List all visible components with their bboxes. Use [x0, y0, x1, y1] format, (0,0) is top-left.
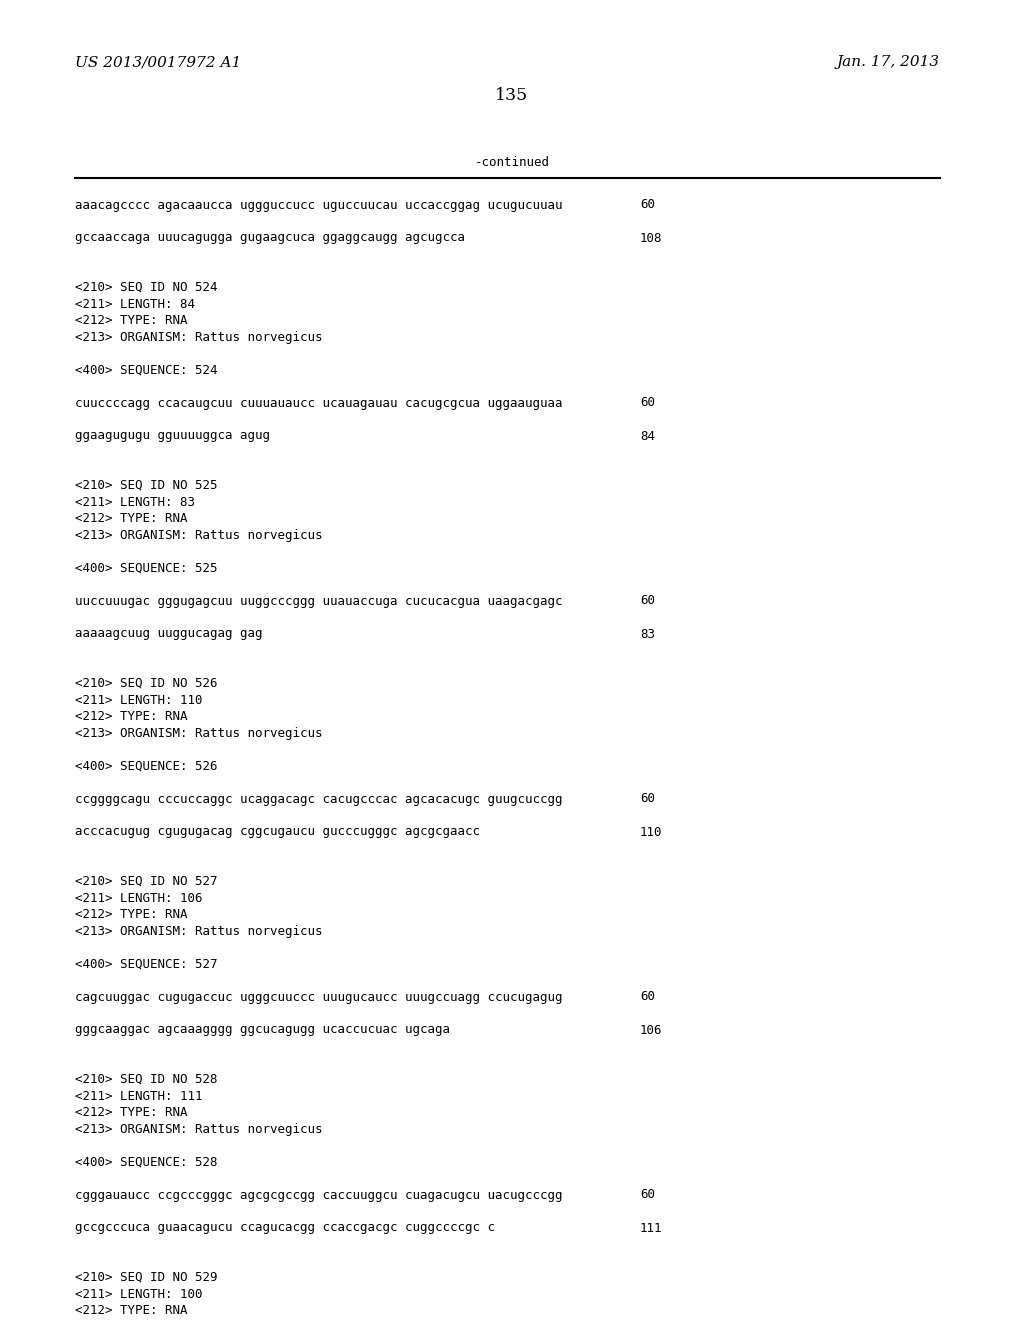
Text: cuuccccagg ccacaugcuu cuuuauaucc ucauagauau cacugcgcua uggaauguaa: cuuccccagg ccacaugcuu cuuuauaucc ucauaga…: [75, 396, 562, 409]
Text: <400> SEQUENCE: 527: <400> SEQUENCE: 527: [75, 957, 217, 970]
Text: gccgcccuca guaacagucu ccagucacgg ccaccgacgc cuggccccgc c: gccgcccuca guaacagucu ccagucacgg ccaccga…: [75, 1221, 495, 1234]
Text: 135: 135: [496, 87, 528, 103]
Text: <212> TYPE: RNA: <212> TYPE: RNA: [75, 512, 187, 525]
Text: <212> TYPE: RNA: <212> TYPE: RNA: [75, 1106, 187, 1119]
Text: 108: 108: [640, 231, 663, 244]
Text: aaaaagcuug uuggucagag gag: aaaaagcuug uuggucagag gag: [75, 627, 262, 640]
Text: <211> LENGTH: 106: <211> LENGTH: 106: [75, 891, 203, 904]
Text: 60: 60: [640, 198, 655, 211]
Text: gggcaaggac agcaaagggg ggcucagugg ucaccucuac ugcaga: gggcaaggac agcaaagggg ggcucagugg ucaccuc…: [75, 1023, 450, 1036]
Text: <400> SEQUENCE: 526: <400> SEQUENCE: 526: [75, 759, 217, 772]
Text: 60: 60: [640, 594, 655, 607]
Text: Jan. 17, 2013: Jan. 17, 2013: [837, 55, 940, 69]
Text: <210> SEQ ID NO 528: <210> SEQ ID NO 528: [75, 1073, 217, 1086]
Text: 60: 60: [640, 396, 655, 409]
Text: <210> SEQ ID NO 524: <210> SEQ ID NO 524: [75, 281, 217, 294]
Text: cagcuuggac cugugaccuc ugggcuuccc uuugucaucc uuugccuagg ccucugagug: cagcuuggac cugugaccuc ugggcuuccc uuuguca…: [75, 990, 562, 1003]
Text: <213> ORGANISM: Rattus norvegicus: <213> ORGANISM: Rattus norvegicus: [75, 330, 323, 343]
Text: 84: 84: [640, 429, 655, 442]
Text: <213> ORGANISM: Rattus norvegicus: <213> ORGANISM: Rattus norvegicus: [75, 1122, 323, 1135]
Text: aaacagcccc agacaaucca uggguccucc uguccuucau uccaccggag ucugucuuau: aaacagcccc agacaaucca uggguccucc uguccuu…: [75, 198, 562, 211]
Text: gccaaccaga uuucagugga gugaagcuca ggaggcaugg agcugcca: gccaaccaga uuucagugga gugaagcuca ggaggca…: [75, 231, 465, 244]
Text: 60: 60: [640, 792, 655, 805]
Text: <212> TYPE: RNA: <212> TYPE: RNA: [75, 710, 187, 723]
Text: <211> LENGTH: 100: <211> LENGTH: 100: [75, 1287, 203, 1300]
Text: 60: 60: [640, 990, 655, 1003]
Text: <212> TYPE: RNA: <212> TYPE: RNA: [75, 1304, 187, 1317]
Text: <212> TYPE: RNA: <212> TYPE: RNA: [75, 908, 187, 921]
Text: US 2013/0017972 A1: US 2013/0017972 A1: [75, 55, 242, 69]
Text: <210> SEQ ID NO 529: <210> SEQ ID NO 529: [75, 1271, 217, 1284]
Text: <400> SEQUENCE: 525: <400> SEQUENCE: 525: [75, 561, 217, 574]
Text: <213> ORGANISM: Rattus norvegicus: <213> ORGANISM: Rattus norvegicus: [75, 528, 323, 541]
Text: 111: 111: [640, 1221, 663, 1234]
Text: 60: 60: [640, 1188, 655, 1201]
Text: uuccuuugac gggugagcuu uuggcccggg uuauaccuga cucucacgua uaagacgagc: uuccuuugac gggugagcuu uuggcccggg uuauacc…: [75, 594, 562, 607]
Text: cgggauaucc ccgcccgggc agcgcgccgg caccuuggcu cuagacugcu uacugcccgg: cgggauaucc ccgcccgggc agcgcgccgg caccuug…: [75, 1188, 562, 1201]
Text: <210> SEQ ID NO 525: <210> SEQ ID NO 525: [75, 479, 217, 492]
Text: <212> TYPE: RNA: <212> TYPE: RNA: [75, 314, 187, 327]
Text: <211> LENGTH: 83: <211> LENGTH: 83: [75, 495, 195, 508]
Text: <400> SEQUENCE: 528: <400> SEQUENCE: 528: [75, 1155, 217, 1168]
Text: <211> LENGTH: 84: <211> LENGTH: 84: [75, 297, 195, 310]
Text: <210> SEQ ID NO 526: <210> SEQ ID NO 526: [75, 677, 217, 690]
Text: <213> ORGANISM: Rattus norvegicus: <213> ORGANISM: Rattus norvegicus: [75, 924, 323, 937]
Text: 106: 106: [640, 1023, 663, 1036]
Text: 110: 110: [640, 825, 663, 838]
Text: 83: 83: [640, 627, 655, 640]
Text: <211> LENGTH: 110: <211> LENGTH: 110: [75, 693, 203, 706]
Text: ccggggcagu cccuccaggc ucaggacagc cacugcccac agcacacugc guugcuccgg: ccggggcagu cccuccaggc ucaggacagc cacugcc…: [75, 792, 562, 805]
Text: ggaagugugu gguuuuggca agug: ggaagugugu gguuuuggca agug: [75, 429, 270, 442]
Text: <210> SEQ ID NO 527: <210> SEQ ID NO 527: [75, 875, 217, 888]
Text: acccacugug cgugugacag cggcugaucu gucccugggc agcgcgaacc: acccacugug cgugugacag cggcugaucu gucccug…: [75, 825, 480, 838]
Text: -continued: -continued: [474, 157, 550, 169]
Text: <211> LENGTH: 111: <211> LENGTH: 111: [75, 1089, 203, 1102]
Text: <400> SEQUENCE: 524: <400> SEQUENCE: 524: [75, 363, 217, 376]
Text: <213> ORGANISM: Rattus norvegicus: <213> ORGANISM: Rattus norvegicus: [75, 726, 323, 739]
